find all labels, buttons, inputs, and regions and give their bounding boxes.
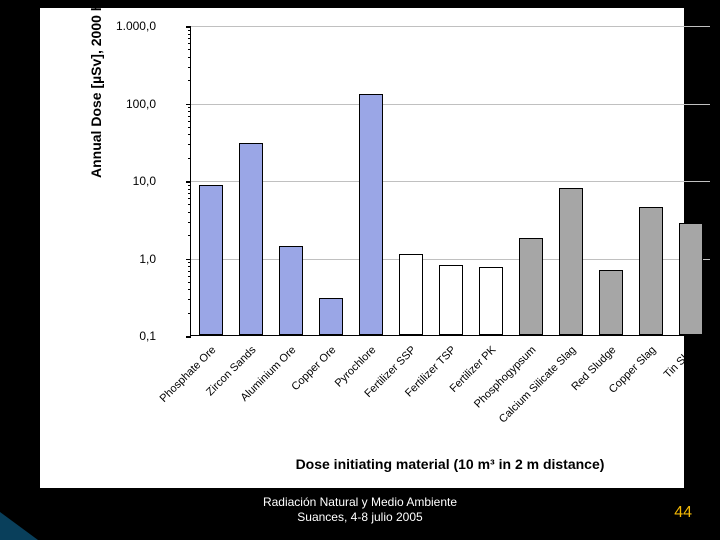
bar [239, 143, 264, 335]
y-minor-tick [188, 222, 191, 223]
grid-line [191, 26, 710, 27]
bar [479, 267, 504, 335]
y-minor-tick [188, 49, 191, 50]
y-minor-tick [188, 38, 191, 39]
y-minor-tick [188, 34, 191, 35]
y-minor-tick [188, 185, 191, 186]
y-minor-tick [188, 144, 191, 145]
bar [359, 94, 384, 335]
y-minor-tick [188, 43, 191, 44]
grid-line [191, 181, 710, 182]
y-minor-tick [188, 127, 191, 128]
bar [519, 238, 544, 335]
y-minor-tick [188, 235, 191, 236]
footer-line-1: Radiación Natural y Medio Ambiente [0, 495, 720, 511]
bar [679, 223, 704, 335]
y-minor-tick [188, 121, 191, 122]
y-minor-tick [188, 67, 191, 68]
y-minor-tick [188, 198, 191, 199]
y-minor-tick [188, 134, 191, 135]
y-minor-tick [188, 271, 191, 272]
y-tick-mark [186, 104, 191, 106]
y-minor-tick [188, 107, 191, 108]
y-minor-tick [188, 80, 191, 81]
bar [599, 270, 624, 335]
page-number: 44 [674, 504, 692, 522]
y-minor-tick [188, 116, 191, 117]
y-tick-label: 1.000,0 [96, 19, 156, 33]
bar [639, 207, 664, 335]
bar [559, 188, 584, 335]
y-tick-mark [186, 26, 191, 28]
bar [199, 185, 224, 335]
grid-line [191, 259, 710, 260]
y-tick-label: 1,0 [96, 252, 156, 266]
y-minor-tick [188, 57, 191, 58]
y-minor-tick [188, 111, 191, 112]
y-minor-tick [188, 158, 191, 159]
grid-line [191, 104, 710, 105]
bar [399, 254, 424, 335]
y-minor-tick [188, 193, 191, 194]
slide-footer: Radiación Natural y Medio Ambiente Suanc… [0, 495, 720, 526]
y-minor-tick [188, 276, 191, 277]
footer-line-2: Suances, 4-8 julio 2005 [0, 510, 720, 526]
y-tick-mark [186, 336, 191, 338]
y-tick-mark [186, 181, 191, 183]
y-minor-tick [188, 266, 191, 267]
y-minor-tick [188, 313, 191, 314]
y-minor-tick [188, 189, 191, 190]
bar [279, 246, 304, 335]
y-minor-tick [188, 204, 191, 205]
chart-panel: Annual Dose [µSv], 2000 hours Dose initi… [40, 8, 684, 488]
plot-area [190, 26, 710, 336]
y-minor-tick [188, 262, 191, 263]
y-minor-tick [188, 299, 191, 300]
y-tick-label: 100,0 [96, 97, 156, 111]
y-tick-label: 0,1 [96, 329, 156, 343]
y-tick-label: 10,0 [96, 174, 156, 188]
y-minor-tick [188, 289, 191, 290]
y-minor-tick [188, 282, 191, 283]
y-tick-mark [186, 259, 191, 261]
y-minor-tick [188, 30, 191, 31]
bar [319, 298, 344, 335]
slide: Annual Dose [µSv], 2000 hours Dose initi… [0, 0, 720, 540]
x-axis-title: Dose initiating material (10 m³ in 2 m d… [190, 456, 710, 472]
y-minor-tick [188, 212, 191, 213]
bar [439, 265, 464, 335]
